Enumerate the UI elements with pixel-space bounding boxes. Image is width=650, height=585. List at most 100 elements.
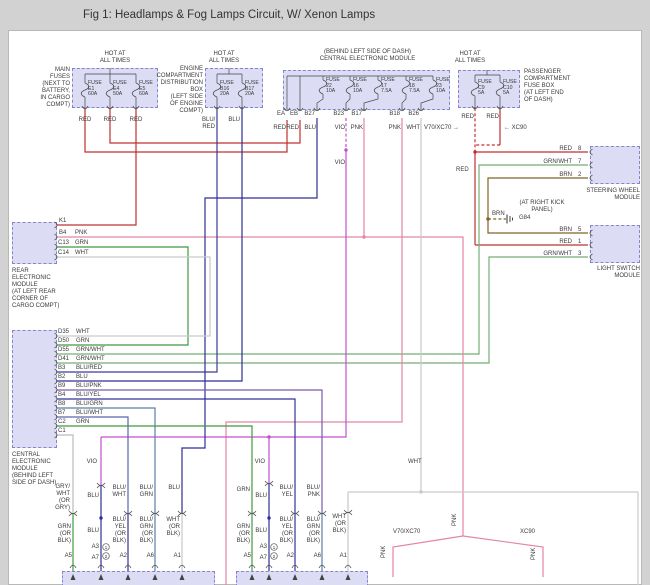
engine-distribution-box xyxy=(205,68,263,108)
terminal-pin xyxy=(589,148,593,156)
label-fuse-e1-60a: FUSE E1 60A xyxy=(88,80,102,98)
label-vio: VIO xyxy=(334,160,345,166)
label-pnk: PNK xyxy=(381,545,387,558)
wire-brn-trunk xyxy=(487,177,588,234)
wire-blured-b16-to-b3 xyxy=(57,108,218,373)
fuse-symbol xyxy=(470,81,480,97)
label-a7: A7 xyxy=(259,555,267,561)
label-brn: BRN xyxy=(559,172,572,178)
label-d41: D41 xyxy=(58,356,70,362)
label-fuse-c10-5a: FUSE C10 5A xyxy=(503,79,517,97)
label-blu-pnk: BLU/PNK xyxy=(76,383,102,389)
wire-grn-c13-d50-loop xyxy=(57,246,189,346)
label-5: 5 xyxy=(578,227,582,233)
label-a2: A2 xyxy=(286,553,294,559)
terminal-pin xyxy=(54,386,58,394)
terminal-pin xyxy=(398,107,406,112)
terminal-pin xyxy=(54,233,58,241)
inline-connector xyxy=(123,513,133,517)
label-a5: A5 xyxy=(243,553,251,559)
inline-connector xyxy=(177,513,187,517)
label-blu-yel-or-blk: BLU/ YEL (OR BLK) xyxy=(112,517,126,544)
terminal-pin xyxy=(291,564,299,569)
wire-blu-b17-to-b2 xyxy=(57,108,243,382)
label-fuse-18-7-5a: FUSE 18 7.5A xyxy=(409,77,423,95)
wire-fuse-e5-to-k1 xyxy=(57,108,137,226)
connector-arrow xyxy=(70,574,76,580)
label-vio: VIO xyxy=(334,125,345,131)
label-wht: WHT xyxy=(408,459,422,465)
terminal-pin xyxy=(54,350,58,358)
fuse-symbol xyxy=(105,82,115,98)
label-a3: A3 xyxy=(91,544,99,550)
label-light-switch-module: LIGHT SWITCH MODULE xyxy=(597,266,640,279)
terminal-pin xyxy=(54,332,58,340)
label-b9: B9 xyxy=(58,383,66,389)
inline-connector xyxy=(247,513,257,517)
label-wht-or-blk: WHT (OR BLK) xyxy=(332,514,346,534)
terminal-pin xyxy=(589,229,593,237)
fuse-symbol xyxy=(318,79,328,95)
wire-wht-c14-d35-loop xyxy=(57,256,211,337)
label-engine-compartment-distribut: ENGINE COMPARTMENT DISTRIBUTION BOX (LEF… xyxy=(156,66,203,114)
inline-connector xyxy=(317,513,327,517)
label-red: RED xyxy=(486,114,499,120)
connector-arrow xyxy=(98,574,104,580)
label-blu-grn-or-blk: BLU/ GRN (OR BLK) xyxy=(139,517,153,544)
terminal-pin xyxy=(283,107,291,112)
label-hot-at-all-times: HOT AT ALL TIMES xyxy=(208,51,240,64)
label-b26: B26 xyxy=(408,111,419,117)
label-behind-left-side-of-dash-cen: (BEHIND LEFT SIDE OF DASH) CENTRAL ELECT… xyxy=(319,49,416,62)
label-blu: BLU xyxy=(168,485,180,491)
label-fuse-c9-5a: FUSE C9 5A xyxy=(478,79,492,97)
label-a7: A7 xyxy=(91,555,99,561)
headlamp-left-box xyxy=(62,571,215,585)
terminal-pin xyxy=(238,105,246,110)
circled-number xyxy=(102,552,110,560)
terminal-pin xyxy=(344,564,352,569)
circled-number-text: 1 xyxy=(105,545,108,551)
fuse-symbol xyxy=(428,79,438,95)
label-red: RED xyxy=(461,114,474,120)
label-hot-at-all-times: HOT AT ALL TIMES xyxy=(99,51,131,64)
terminal-pin xyxy=(54,413,58,421)
label-grn-or-blk: GRN (OR BLK) xyxy=(57,524,71,544)
terminal-pin xyxy=(265,564,273,569)
wire-grn-c2 xyxy=(57,425,253,513)
rear-electronic-module-box xyxy=(12,222,57,264)
fuse-symbol xyxy=(495,81,505,97)
label-wht-or-blk: WHT (OR BLK) xyxy=(166,517,180,537)
label-blu: BLU xyxy=(255,493,267,499)
terminal-pin xyxy=(54,377,58,385)
label-gry-wht-or-gry: GRY/ WHT (OR GRY) xyxy=(55,484,70,511)
terminal-pin xyxy=(54,368,58,376)
terminal-pin xyxy=(54,395,58,403)
label-b27: B27 xyxy=(304,111,315,117)
junction-dot xyxy=(99,516,103,520)
fuse-symbol xyxy=(80,82,90,98)
junction-dot xyxy=(362,235,366,239)
label-blu-wht: BLU/WHT xyxy=(76,410,103,416)
terminal-pin xyxy=(296,107,304,112)
label-pnk: PNK xyxy=(350,125,363,131)
connector-arrow xyxy=(125,574,131,580)
label-fuse-e5-60a: FUSE E5 60A xyxy=(139,80,153,98)
wire-grnwht-3-light-switch xyxy=(57,256,588,364)
junction-dot xyxy=(486,217,490,221)
fuse-symbol xyxy=(345,79,355,95)
circled-number-text: 2 xyxy=(273,554,276,560)
label-blu-yel-or-blk: BLU/ YEL (OR BLK) xyxy=(279,517,293,544)
terminal-pin xyxy=(106,105,114,110)
label-b23: B23 xyxy=(333,111,344,117)
inline-connector xyxy=(150,513,160,517)
label-fuse-b16-20a: FUSE B16 20A xyxy=(220,80,234,98)
label-b4: B4 xyxy=(59,230,67,236)
label-2: 2 xyxy=(578,172,582,178)
fuse-symbol xyxy=(401,79,411,95)
connector-arrow xyxy=(345,574,351,580)
label-a1: A1 xyxy=(173,553,181,559)
terminal-pin xyxy=(54,359,58,367)
label-blu: BLU xyxy=(255,528,267,534)
label-grn: GRN xyxy=(75,240,89,246)
